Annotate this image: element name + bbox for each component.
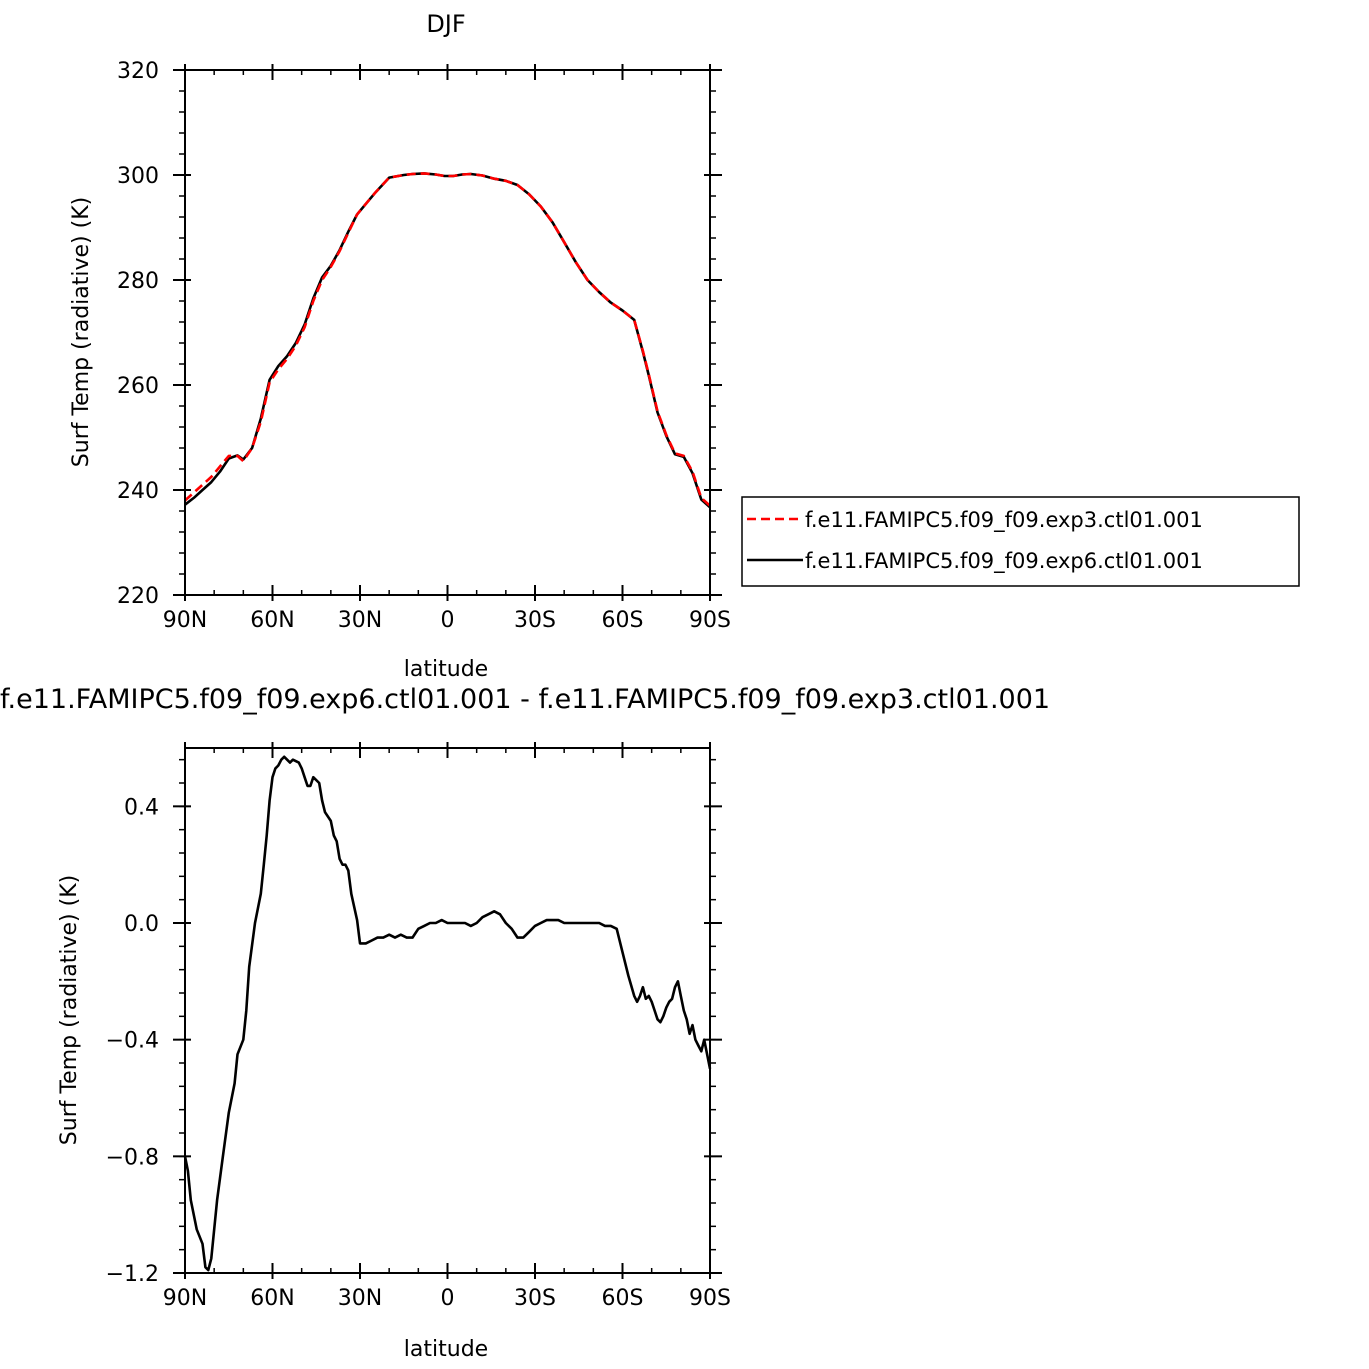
top-plot-ylabel: Surf Temp (radiative) (K) bbox=[69, 197, 94, 467]
top-plot: DJF 90N 60N 30N 0 30S 60S 90S 220 240 260 280 300 32… bbox=[69, 10, 1300, 682]
top-ytick-label: 300 bbox=[117, 164, 159, 189]
top-ytick-label: 320 bbox=[117, 59, 159, 84]
top-xtick-label: 30N bbox=[338, 608, 382, 633]
bottom-plot-frame bbox=[184, 747, 711, 1274]
bottom-ytick-label: −0.4 bbox=[106, 1029, 159, 1054]
top-xtick-label: 90N bbox=[163, 608, 207, 633]
bottom-xtick-label: 60S bbox=[602, 1286, 644, 1311]
top-ytick-label: 260 bbox=[117, 374, 159, 399]
top-ytick-label: 280 bbox=[117, 269, 159, 294]
bottom-ytick-label: 0.4 bbox=[124, 795, 159, 820]
top-ytick-label: 220 bbox=[117, 584, 159, 609]
bottom-xtick-label: 90N bbox=[163, 1286, 207, 1311]
bottom-plot-title: f.e11.FAMIPC5.f09_f09.exp6.ctl01.001 - f… bbox=[0, 684, 1050, 715]
bottom-plot-xlabel: latitude bbox=[404, 1337, 488, 1362]
top-plot-xlabel: latitude bbox=[404, 657, 488, 682]
bottom-ytick-label: −0.8 bbox=[106, 1145, 159, 1170]
bottom-series-line-0 bbox=[183, 755, 712, 1272]
bottom-ytick-label: 0.0 bbox=[124, 912, 159, 937]
top-xtick-label: 90S bbox=[689, 608, 731, 633]
bottom-ytick-label: −1.2 bbox=[106, 1262, 159, 1287]
top-plot-frame bbox=[184, 69, 711, 596]
bottom-xtick-label: 30S bbox=[514, 1286, 556, 1311]
top-plot-title: DJF bbox=[426, 10, 465, 38]
bottom-xtick-label: 60N bbox=[250, 1286, 294, 1311]
top-ytick-label: 240 bbox=[117, 479, 159, 504]
top-series-line-1 bbox=[184, 172, 711, 509]
bottom-plot: f.e11.FAMIPC5.f09_f09.exp6.ctl01.001 - f… bbox=[0, 684, 1050, 1362]
top-xtick-label: 30S bbox=[514, 608, 556, 633]
top-xtick-label: 60S bbox=[602, 608, 644, 633]
legend-box bbox=[741, 496, 1300, 587]
top-plot-marks: 90N 60N 30N 0 30S 60S 90S 220 240 260 280 300 320 bbox=[117, 59, 731, 633]
top-xtick-label: 60N bbox=[250, 608, 294, 633]
bottom-plot-ylabel: Surf Temp (radiative) (K) bbox=[57, 875, 82, 1145]
bottom-xtick-label: 0 bbox=[441, 1286, 455, 1311]
top-series-line-0 bbox=[184, 172, 711, 507]
bottom-xtick-label: 30N bbox=[338, 1286, 382, 1311]
legend: f.e11.FAMIPC5.f09_f09.exp3.ctl01.001 f.e… bbox=[741, 496, 1300, 587]
legend-label-exp3: f.e11.FAMIPC5.f09_f09.exp3.ctl01.001 bbox=[805, 508, 1203, 533]
bottom-plot-marks: 90N 60N 30N 0 30S 60S 90S −1.2 −0.8 −0.4 0.0 0.4 bbox=[106, 742, 731, 1311]
legend-label-exp6: f.e11.FAMIPC5.f09_f09.exp6.ctl01.001 bbox=[805, 549, 1203, 574]
top-xtick-label: 0 bbox=[441, 608, 455, 633]
bottom-xtick-label: 90S bbox=[689, 1286, 731, 1311]
